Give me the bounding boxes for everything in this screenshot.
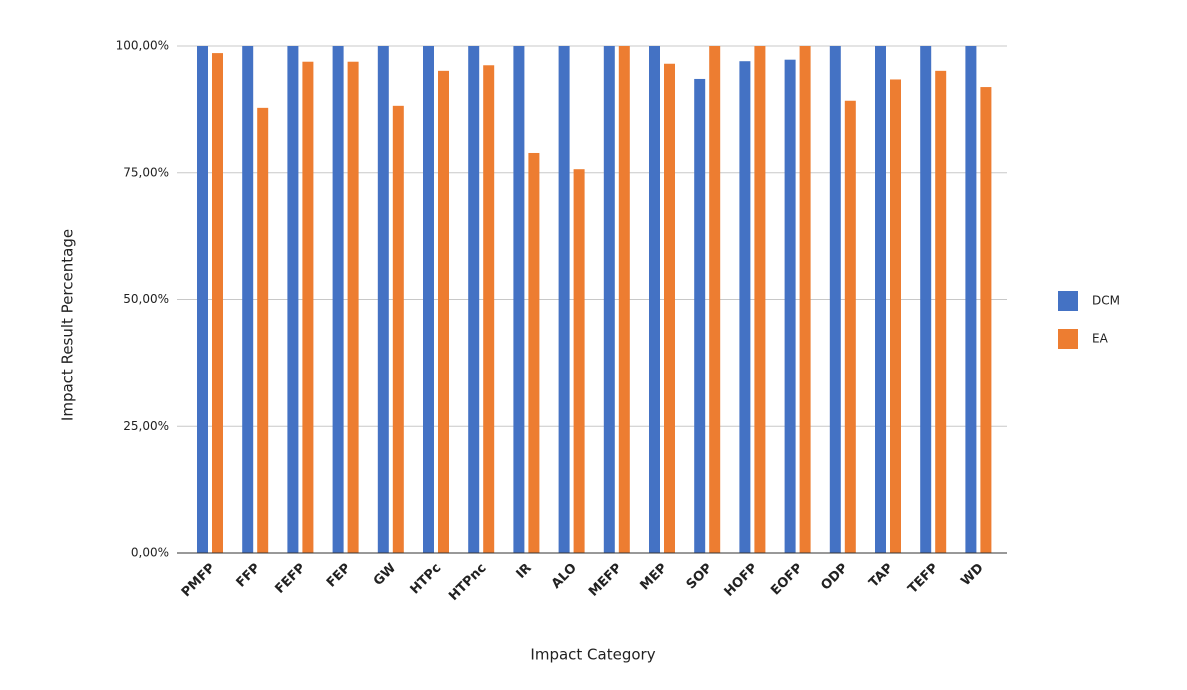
bar xyxy=(558,46,570,553)
bar xyxy=(618,46,630,553)
legend-label: DCM xyxy=(1092,294,1120,308)
x-axis-title: Impact Category xyxy=(530,646,655,664)
x-tick-label: GW xyxy=(371,561,399,589)
bar xyxy=(784,59,796,554)
legend-swatch xyxy=(1058,291,1078,311)
bar xyxy=(287,46,299,553)
x-tick-label: FEFP xyxy=(273,561,309,597)
bar xyxy=(302,61,314,553)
bar xyxy=(377,46,389,553)
bar xyxy=(438,70,449,553)
bar xyxy=(890,79,901,553)
x-tick-label: HTPc xyxy=(408,561,445,598)
bar xyxy=(844,100,856,554)
x-tick-label: TEFP xyxy=(905,561,941,597)
x-tick-label: EOFP xyxy=(768,561,806,599)
bar xyxy=(528,152,540,554)
bar xyxy=(347,61,359,553)
y-tick-label: 25,00% xyxy=(123,419,169,433)
bar xyxy=(197,46,208,553)
x-tick-label: SOP xyxy=(684,561,716,593)
bar xyxy=(573,169,585,554)
bar xyxy=(965,46,977,553)
bar xyxy=(875,46,886,553)
bar xyxy=(242,46,254,553)
legend-swatch xyxy=(1058,329,1078,349)
bar xyxy=(212,53,223,554)
bar xyxy=(935,70,947,553)
x-tick-label: FFP xyxy=(234,561,264,591)
bar xyxy=(332,46,344,553)
bar xyxy=(603,46,615,553)
bar xyxy=(754,46,766,553)
bar xyxy=(980,87,992,553)
bar xyxy=(920,46,932,553)
bar xyxy=(257,107,269,553)
bar xyxy=(664,63,675,554)
y-tick-label: 75,00% xyxy=(123,165,169,179)
bar xyxy=(392,105,404,554)
bar xyxy=(423,46,434,553)
y-tick-label: 50,00% xyxy=(123,292,169,306)
x-tick-label: MEP xyxy=(638,561,671,594)
x-tick-label: ALO xyxy=(549,561,580,592)
x-tick-label: HOFP xyxy=(722,561,761,600)
bar xyxy=(513,46,525,553)
bar xyxy=(739,61,751,554)
x-tick-label: MEFP xyxy=(586,561,625,600)
legend-label: EA xyxy=(1092,332,1109,346)
x-tick-label: FEP xyxy=(324,561,354,591)
x-tick-label: WD xyxy=(958,561,987,590)
x-tick-label: TAP xyxy=(866,561,896,591)
y-tick-label: 0,00% xyxy=(131,546,169,560)
bar xyxy=(694,78,706,553)
bar xyxy=(709,46,721,553)
x-tick-label: IR xyxy=(514,561,535,582)
bar xyxy=(468,46,480,553)
bar xyxy=(649,46,660,553)
y-tick-label: 100,00% xyxy=(116,39,169,53)
x-tick-label: ODP xyxy=(818,561,851,594)
bar xyxy=(799,46,811,553)
bar xyxy=(483,65,495,554)
y-axis-title: Impact Result Percentage xyxy=(59,229,77,421)
x-tick-label: HTPnc xyxy=(446,561,489,604)
x-tick-label: PMFP xyxy=(179,561,219,601)
bar xyxy=(829,46,841,553)
